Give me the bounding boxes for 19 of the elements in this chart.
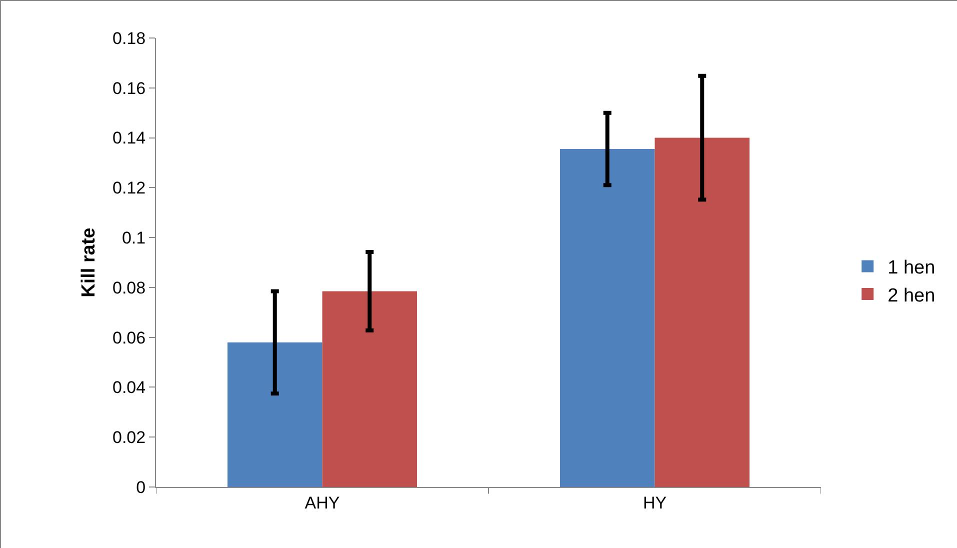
x-tick-label: AHY (304, 493, 340, 512)
y-tick-label: 0.16 (112, 78, 146, 98)
bar (654, 138, 750, 487)
y-tick-label: 0.1 (122, 228, 146, 248)
bar (560, 149, 655, 487)
x-tick-label: HY (642, 493, 667, 512)
y-tick-label: 0.02 (112, 428, 146, 448)
y-tick-label: 0.06 (112, 328, 146, 348)
y-tick-label: 0.14 (112, 128, 146, 148)
y-tick-label: 0 (136, 478, 146, 497)
y-tick-label: 0.08 (112, 278, 146, 298)
legend-label: 2 hen (888, 285, 936, 306)
y-tick-label: 0.18 (112, 28, 146, 48)
bar (227, 342, 322, 487)
y-tick-label: 0.12 (112, 178, 146, 198)
bar (322, 291, 418, 487)
y-axis-title: Kill rate (78, 228, 100, 298)
y-tick-label: 0.04 (112, 378, 146, 398)
legend-label: 1 hen (888, 258, 936, 279)
